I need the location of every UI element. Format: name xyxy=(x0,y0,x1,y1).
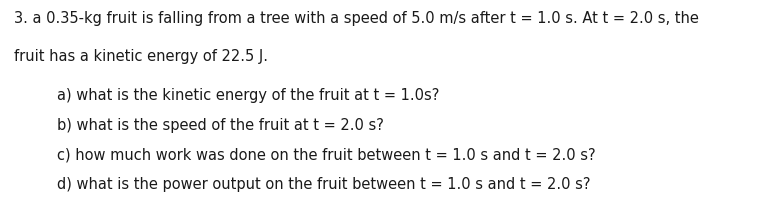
Text: b) what is the speed of the fruit at t = 2.0 s?: b) what is the speed of the fruit at t =… xyxy=(57,118,384,133)
Text: d) what is the power output on the fruit between t = 1.0 s and t = 2.0 s?: d) what is the power output on the fruit… xyxy=(57,177,590,192)
Text: a) what is the kinetic energy of the fruit at t = 1.0s?: a) what is the kinetic energy of the fru… xyxy=(57,88,439,103)
Text: fruit has a kinetic energy of 22.5 J.: fruit has a kinetic energy of 22.5 J. xyxy=(14,49,268,64)
Text: c) how much work was done on the fruit between t = 1.0 s and t = 2.0 s?: c) how much work was done on the fruit b… xyxy=(57,148,596,163)
Text: 3. a 0.35-kg fruit is falling from a tree with a speed of 5.0 m/s after t = 1.0 : 3. a 0.35-kg fruit is falling from a tre… xyxy=(14,11,699,26)
